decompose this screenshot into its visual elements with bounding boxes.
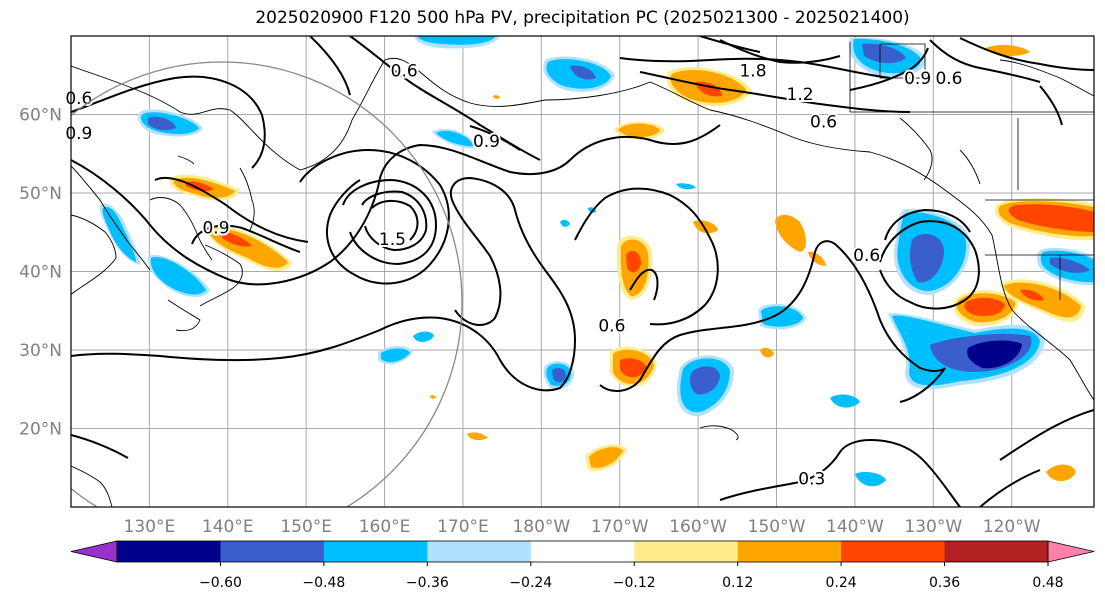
lon-label: 140°W <box>826 517 884 537</box>
contour-label: 1.5 <box>379 230 406 250</box>
contour-label: 0.9 <box>473 132 500 152</box>
lat-label: 20°N <box>19 420 62 440</box>
lon-label: 150°E <box>280 517 332 537</box>
contour-label: 0.6 <box>935 69 962 89</box>
colorbar-swatch <box>427 541 532 562</box>
colorbar-tick-label: 0.12 <box>722 575 753 591</box>
contour-label: 0.6 <box>853 246 880 266</box>
colorbar-tick-label: −0.24 <box>509 575 552 591</box>
contour-label: 0.3 <box>798 470 825 490</box>
colorbar-swatch <box>220 541 325 562</box>
map-title: 2025020900 F120 500 hPa PV, precipitatio… <box>255 8 910 28</box>
colorbar-tick-label: −0.60 <box>199 575 242 591</box>
precip-positive-patches <box>169 45 1094 481</box>
colorbar-tick-label: −0.48 <box>302 575 345 591</box>
colorbar-frame <box>116 540 1049 563</box>
lon-label: 120°W <box>983 517 1041 537</box>
colorbar-tick-label: 0.36 <box>929 575 960 591</box>
colorbar-tick-label: 0.48 <box>1032 575 1063 591</box>
coastlines <box>71 57 1094 507</box>
contour-label: 1.8 <box>739 61 766 81</box>
colorbar-swatch <box>737 541 842 562</box>
lat-label: 50°N <box>19 184 62 204</box>
contour-label: 0.6 <box>598 316 625 336</box>
lon-label: 170°W <box>591 517 649 537</box>
colorbar-swatch <box>117 541 221 562</box>
precip-negative-patches <box>99 36 1094 487</box>
contour-label: 0.9 <box>904 69 931 89</box>
precipitation-shading <box>99 36 1094 487</box>
latitude-labels: 60°N 50°N 40°N 30°N 20°N <box>19 106 62 440</box>
contour-label: 0.6 <box>65 89 92 109</box>
lon-label: 130°W <box>904 517 962 537</box>
colorbar: −0.60 −0.48 −0.36 −0.24 −0.12 0.12 0.24 0.36 0.4… <box>70 540 1095 591</box>
lon-label: 160°W <box>669 517 727 537</box>
colorbar-extend-low <box>70 540 118 563</box>
contour-label: 0.9 <box>65 124 92 144</box>
contour-label: 0.9 <box>202 218 229 238</box>
longitude-labels: 130°E 140°E 150°E 160°E 170°E 180°W 170°W 160°W… <box>124 517 1041 537</box>
colorbar-extend-high <box>1047 540 1095 563</box>
contour-label: 0.6 <box>810 112 837 132</box>
contour-label: 1.2 <box>787 85 814 105</box>
contour-label: 0.6 <box>391 61 418 81</box>
colorbar-swatch <box>841 541 946 562</box>
lon-label: 160°E <box>359 517 411 537</box>
colorbar-swatch <box>944 541 1049 562</box>
lon-label: 130°E <box>124 517 176 537</box>
lon-label: 170°E <box>437 517 489 537</box>
colorbar-tick-label: −0.36 <box>406 575 449 591</box>
colorbar-swatch <box>530 541 635 562</box>
lon-label: 140°E <box>202 517 254 537</box>
region-circle <box>71 61 463 507</box>
lat-label: 30°N <box>19 341 62 361</box>
lon-label: 180°W <box>512 517 570 537</box>
map-frame <box>70 35 1095 508</box>
lon-label: 150°W <box>748 517 806 537</box>
colorbar-tick-label: 0.24 <box>826 575 857 591</box>
pv-contours <box>71 36 1094 507</box>
colorbar-swatch <box>323 541 428 562</box>
lat-label: 60°N <box>19 106 62 126</box>
colorbar-swatch <box>634 541 739 562</box>
colorbar-tick-label: −0.12 <box>613 575 656 591</box>
lat-label: 40°N <box>19 263 62 283</box>
contour-labels: 0.60.60.91.81.20.9 0.60.60.90.91.50.60.60… <box>63 59 964 491</box>
